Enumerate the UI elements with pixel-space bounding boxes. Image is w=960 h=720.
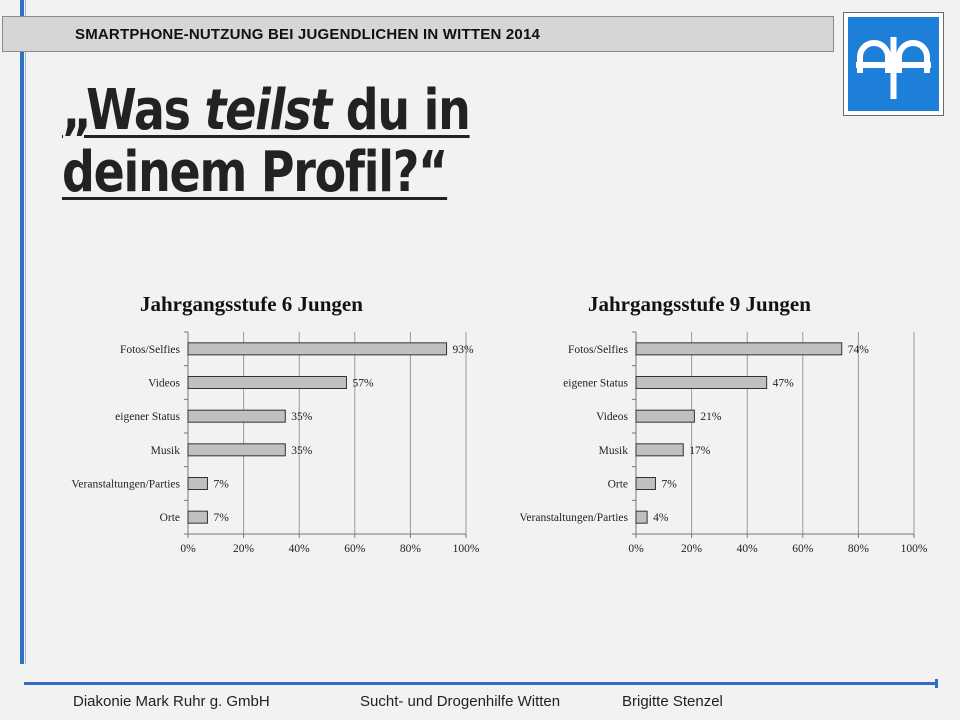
category-label: Orte: [160, 512, 180, 524]
diakonie-logo: [843, 12, 944, 116]
left-accent-rule: [20, 0, 26, 664]
category-label: eigener Status: [563, 378, 628, 390]
value-label: 7%: [213, 479, 229, 491]
footer-rule: [24, 679, 938, 688]
bar-orte: [635, 477, 656, 490]
value-label: 57%: [352, 378, 374, 390]
value-label: 17%: [689, 445, 711, 457]
bar-eigener-status: [635, 376, 768, 389]
x-tick-label: 60%: [792, 543, 814, 555]
x-tick-label: 80%: [400, 543, 422, 555]
chart-jahrgang-9: 0% 20% 40% 60% 80% 100% Fotos/Selfies 74% eigene…: [519, 331, 928, 555]
category-label: Veranstaltungen/Parties: [71, 479, 180, 491]
category-label: Orte: [608, 479, 628, 491]
x-tick-label: 60%: [344, 543, 366, 555]
footer-org: Diakonie Mark Ruhr g. GmbH: [73, 693, 270, 710]
category-label: eigener Status: [115, 411, 180, 423]
category-label: Musik: [151, 445, 181, 457]
header-bar: SMARTPHONE-NUTZUNG BEI JUGENDLICHEN IN W…: [2, 16, 834, 52]
x-tick-label: 20%: [233, 543, 255, 555]
value-label: 35%: [291, 445, 313, 457]
bar-musik: [187, 443, 286, 457]
category-label: Videos: [148, 378, 180, 390]
footer-dept: Sucht- und Drogenhilfe Witten: [360, 693, 561, 710]
footer-author: Brigitte Stenzel: [622, 693, 723, 710]
x-tick-label: 20%: [681, 543, 703, 555]
category-label: Musik: [599, 445, 629, 457]
x-tick-label: 80%: [848, 543, 870, 555]
value-label: 35%: [291, 411, 313, 423]
x-tick-label: 40%: [737, 543, 759, 555]
category-label: Fotos/Selfies: [120, 344, 181, 356]
chart-jahrgang-6: 0% 20% 40% 60% 80% 100% Fotos/Selfies 93% Videos…: [71, 331, 480, 555]
x-tick-label: 40%: [289, 543, 311, 555]
value-label: 93%: [453, 344, 475, 356]
category-label: Fotos/Selfies: [568, 344, 629, 356]
header-title: SMARTPHONE-NUTZUNG BEI JUGENDLICHEN IN W…: [75, 26, 541, 43]
bar-videos: [187, 376, 347, 389]
x-tick-label: 100%: [453, 543, 480, 555]
chart-1-title: Jahrgangsstufe 6 Jungen: [140, 292, 363, 316]
bar-veranstaltungen-parties: [187, 477, 208, 490]
value-label: 21%: [700, 411, 722, 423]
x-tick-label: 0%: [180, 543, 196, 555]
slide-title-emphasis: teilst: [204, 78, 333, 143]
value-label: 47%: [773, 378, 795, 390]
bar-veranstaltungen-parties: [635, 510, 648, 524]
value-label: 7%: [661, 479, 677, 491]
bar-musik: [635, 443, 684, 457]
bar-fotos-selfies: [635, 342, 843, 356]
bar-orte: [187, 510, 208, 524]
bar-eigener-status: [187, 409, 286, 423]
slide-title-text: „Was teilst du in deinem Profil?“: [62, 78, 471, 205]
x-tick-label: 100%: [901, 543, 928, 555]
diakonie-logo-icon: [848, 17, 939, 111]
category-label: Veranstaltungen/Parties: [519, 512, 628, 524]
bar-videos: [635, 409, 695, 423]
bar-fotos-selfies: [187, 342, 448, 356]
x-tick-label: 0%: [628, 543, 644, 555]
value-label: 74%: [848, 344, 870, 356]
value-label: 4%: [653, 512, 669, 524]
chart-2-title: Jahrgangsstufe 9 Jungen: [588, 292, 811, 316]
value-label: 7%: [213, 512, 229, 524]
slide-title: „Was teilst du in deinem Profil?“: [62, 80, 652, 204]
category-label: Videos: [596, 411, 628, 423]
